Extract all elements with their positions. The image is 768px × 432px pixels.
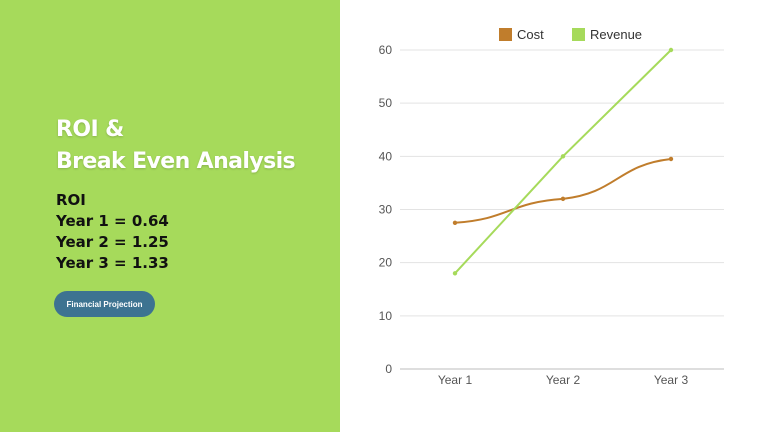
data-point-cost: [452, 220, 458, 225]
x-tick-label: Year 1: [438, 373, 473, 387]
left-panel: ROI & Break Even Analysis ROI Year 1 = 0…: [0, 0, 340, 432]
y-tick-label: 10: [379, 309, 393, 323]
roi-heading: ROI: [56, 191, 86, 209]
roi-year-2: Year 2 = 1.25: [56, 233, 169, 251]
y-tick-label: 0: [385, 362, 392, 376]
legend-label-revenue: Revenue: [590, 27, 642, 42]
y-tick-label: 60: [379, 43, 393, 57]
data-point-revenue: [560, 154, 566, 159]
roi-block: ROI Year 1 = 0.64 Year 2 = 1.25 Year 3 =…: [56, 190, 169, 274]
data-point-revenue: [452, 271, 458, 276]
data-point-cost: [560, 196, 566, 202]
title-line-1: ROI &: [56, 117, 124, 142]
y-tick-label: 20: [379, 256, 393, 270]
roi-year-3: Year 3 = 1.33: [56, 254, 169, 272]
data-point-revenue: [668, 47, 674, 53]
line-chart: 0 10 20 30 40 50 60 Year 1 Year 2 Year 3 Cost Reven…: [379, 27, 724, 387]
legend-swatch-cost: [499, 28, 512, 41]
data-point-cost: [668, 156, 674, 162]
x-tick-label: Year 2: [546, 373, 581, 387]
y-tick-label: 50: [379, 96, 393, 110]
roi-year-1: Year 1 = 0.64: [56, 212, 169, 230]
legend-label-cost: Cost: [517, 27, 544, 42]
x-tick-label: Year 3: [654, 373, 689, 387]
series-line-revenue: [454, 49, 672, 274]
y-tick-label: 30: [379, 203, 393, 217]
financial-projection-button[interactable]: Financial Projection: [54, 291, 155, 317]
legend-swatch-revenue: [572, 28, 585, 41]
y-tick-label: 40: [379, 149, 393, 163]
slide-title: ROI & Break Even Analysis: [56, 114, 296, 178]
title-line-2: Break Even Analysis: [56, 149, 296, 174]
series-line-cost: [454, 157, 672, 224]
